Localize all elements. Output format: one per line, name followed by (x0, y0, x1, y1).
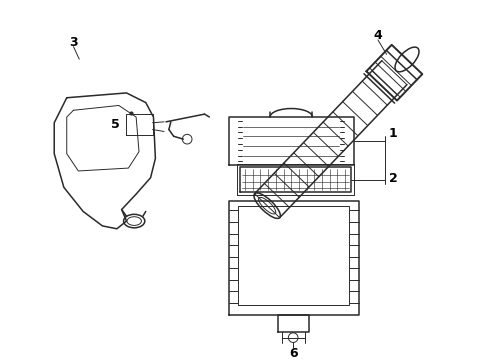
Text: 4: 4 (373, 28, 382, 42)
Text: 1: 1 (389, 127, 397, 140)
Text: 3: 3 (69, 36, 78, 49)
Text: 2: 2 (389, 172, 397, 185)
Text: 5: 5 (111, 118, 120, 131)
Text: 6: 6 (289, 347, 297, 360)
